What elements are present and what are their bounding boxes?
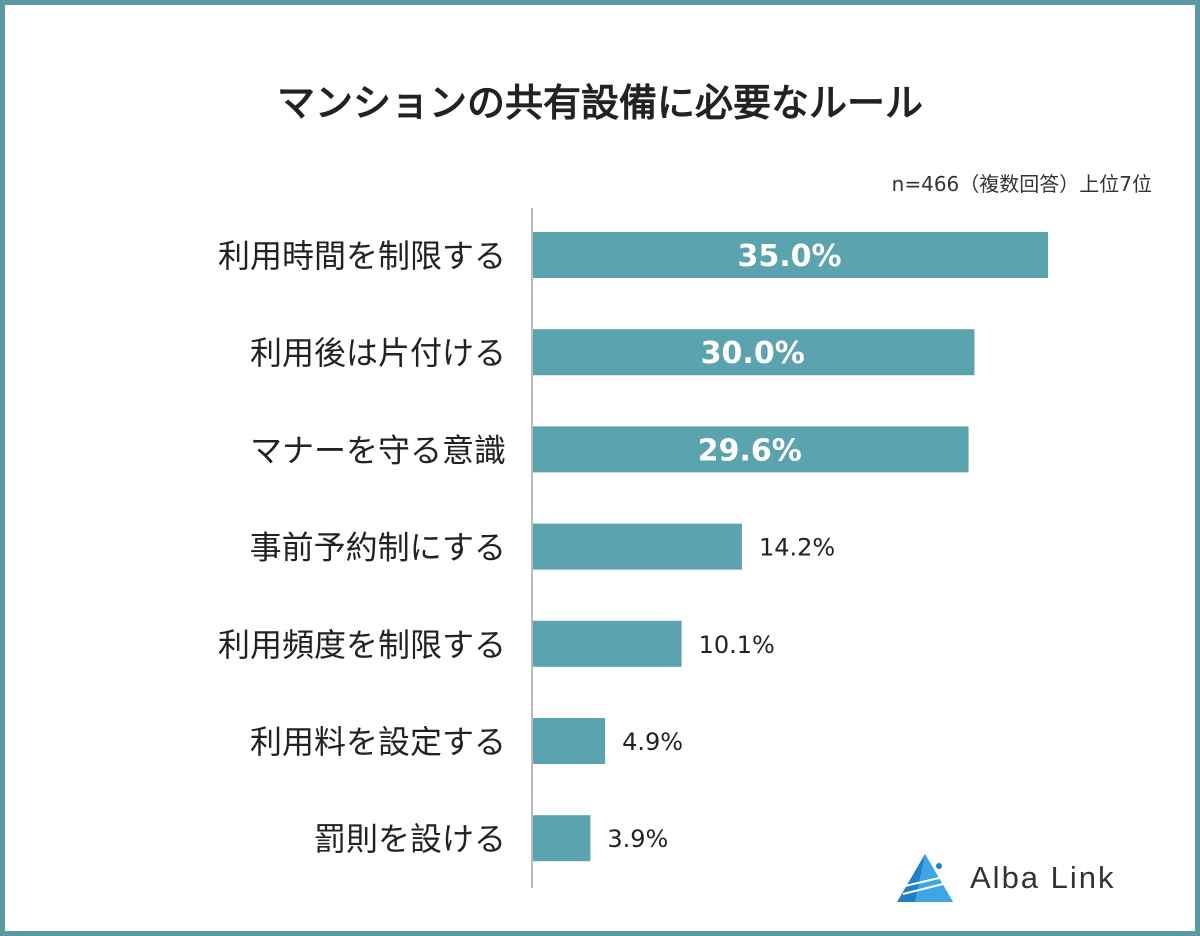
bar	[533, 815, 591, 862]
category-label: マナーを守る意識	[250, 431, 506, 469]
logo-text: Alba Link	[970, 860, 1116, 895]
category-label: 事前予約制にする	[250, 529, 506, 567]
bar	[533, 426, 969, 473]
category-label: 罰則を設ける	[314, 820, 506, 858]
data-label: 4.9%	[622, 728, 683, 756]
data-label: 30.0%	[701, 336, 805, 371]
category-label: 利用時間を制限する	[218, 237, 506, 275]
alba-link-logo: Alba Link	[895, 852, 1145, 908]
bar	[533, 620, 682, 667]
bar	[533, 718, 606, 764]
data-label: 29.6%	[698, 433, 802, 468]
category-label: 利用料を設定する	[250, 723, 506, 761]
sample-note: n=466（複数回答）上位7位	[891, 172, 1152, 196]
data-label: 35.0%	[737, 239, 841, 274]
data-label: 3.9%	[607, 825, 668, 853]
bar	[533, 329, 975, 376]
data-label: 14.2%	[759, 534, 835, 562]
logo-triangle-icon	[897, 854, 953, 902]
bar	[533, 232, 1048, 278]
data-label: 10.1%	[699, 631, 775, 659]
chart-title: マンションの共有設備に必要なルール	[276, 81, 923, 125]
bar	[533, 523, 742, 570]
category-label: 利用後は片付ける	[250, 334, 506, 372]
category-label: 利用頻度を制限する	[218, 626, 506, 664]
